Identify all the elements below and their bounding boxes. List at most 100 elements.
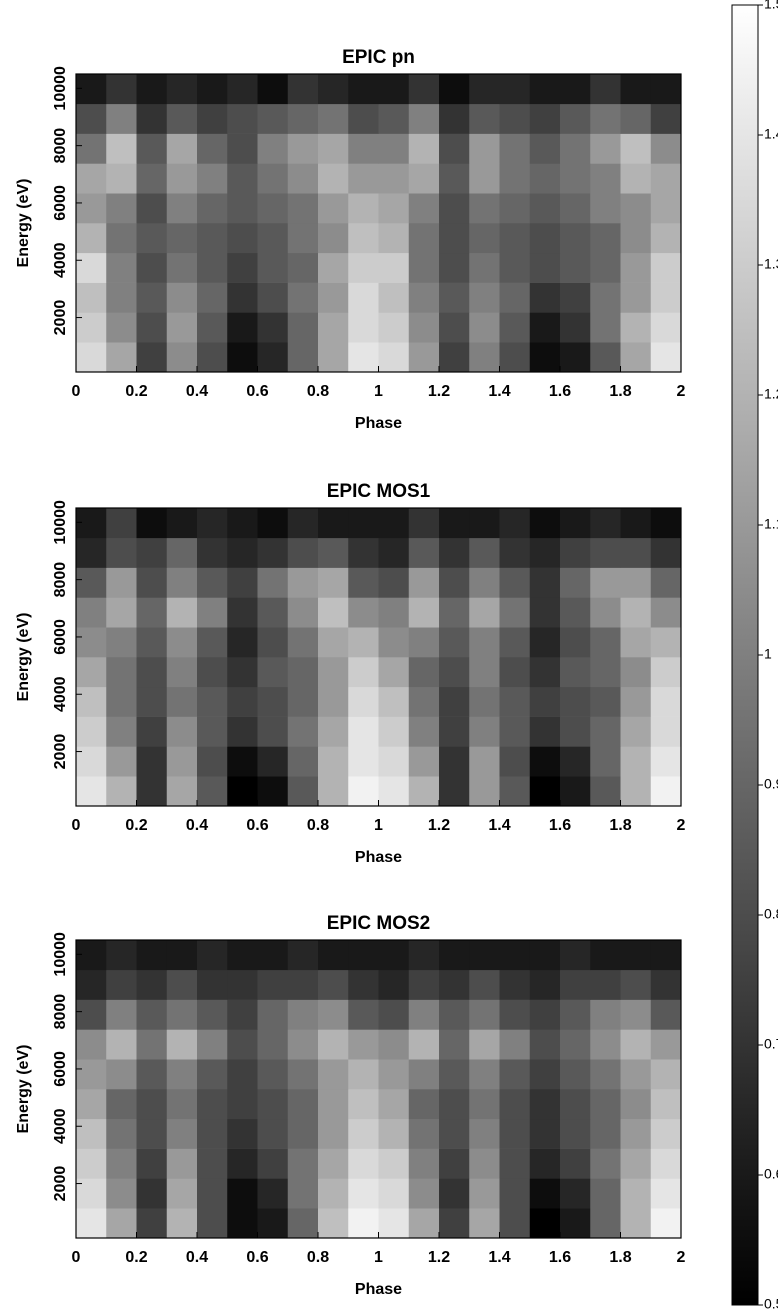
heatmap-cell: [408, 282, 440, 313]
x-tick-label: 1.6: [549, 383, 571, 400]
x-tick-label: 1.8: [609, 1249, 631, 1266]
heatmap-cell: [529, 223, 561, 254]
heatmap-cell: [529, 163, 561, 194]
heatmap-cell: [106, 657, 137, 688]
heatmap-cell: [529, 716, 561, 747]
x-tick-label: 1: [374, 383, 383, 400]
heatmap-cell: [227, 133, 258, 164]
y-tick-label: 6000: [52, 1051, 69, 1087]
heatmap-cell: [650, 746, 682, 777]
heatmap-cell: [408, 312, 440, 343]
y-tick-label: 6000: [52, 185, 69, 221]
heatmap-cell: [499, 567, 531, 598]
heatmap-cell: [560, 686, 591, 717]
heatmap-cell: [257, 193, 289, 224]
heatmap-cell: [499, 1178, 531, 1209]
heatmap-cell: [348, 252, 379, 283]
heatmap-cell: [287, 746, 319, 777]
heatmap-cell: [499, 627, 531, 658]
heatmap-cell: [590, 1029, 621, 1060]
heatmap-cell: [499, 999, 531, 1030]
heatmap-cell: [106, 252, 137, 283]
heatmap-cell: [620, 1148, 652, 1179]
y-tick-label: 4000: [52, 1108, 69, 1144]
heatmap-cell: [348, 1178, 379, 1209]
heatmap-cell: [136, 686, 168, 717]
heatmap-cell: [166, 746, 198, 777]
heatmap-cell: [287, 1089, 319, 1120]
heatmap-cell: [590, 940, 621, 971]
heatmap-cell: [136, 74, 168, 105]
heatmap-cell: [76, 1148, 107, 1179]
heatmap-cell: [166, 223, 198, 254]
x-tick-label: 0.2: [125, 817, 147, 834]
heatmap-cell: [408, 776, 440, 807]
heatmap-cell: [620, 1208, 652, 1239]
heatmap-cell: [590, 1148, 621, 1179]
heatmap-cell: [318, 537, 349, 568]
x-tick-label: 0: [72, 383, 81, 400]
heatmap-cell: [76, 1029, 107, 1060]
heatmap-cell: [378, 1089, 410, 1120]
heatmap-cell: [560, 163, 591, 194]
heatmap-cell: [227, 627, 258, 658]
heatmap-cell: [166, 1089, 198, 1120]
heatmap-cell: [318, 716, 349, 747]
heatmap-cell: [227, 508, 258, 539]
heatmap-cell: [469, 1208, 500, 1239]
heatmap-cell: [318, 567, 349, 598]
heatmap-cell: [348, 1148, 379, 1179]
heatmap-cell: [76, 537, 107, 568]
heatmap-cell: [408, 252, 440, 283]
heatmap-cell: [529, 193, 561, 224]
heatmap-cell: [227, 1118, 258, 1149]
heatmap-cell: [590, 716, 621, 747]
heatmap-cell: [76, 74, 107, 105]
heatmap-cell: [378, 746, 410, 777]
colorbar-tick-label: 0.6: [764, 1166, 778, 1182]
heatmap-cell: [620, 163, 652, 194]
heatmap-cell: [650, 1029, 682, 1060]
heatmap-cell: [136, 1148, 168, 1179]
heatmap-cell: [408, 686, 440, 717]
heatmap-cell: [76, 193, 107, 224]
heatmap-cell: [529, 597, 561, 628]
heatmap-cell: [590, 133, 621, 164]
heatmap-cell: [529, 74, 561, 105]
heatmap-cell: [439, 1208, 470, 1239]
heatmap-cell: [197, 567, 228, 598]
heatmap-cell: [590, 103, 621, 134]
heatmap-cell: [560, 1059, 591, 1090]
heatmap-cell: [590, 193, 621, 224]
heatmap-cell: [469, 537, 500, 568]
heatmap-cell: [318, 163, 349, 194]
heatmap-cell: [257, 776, 289, 807]
heatmap-cell: [318, 940, 349, 971]
heatmap-cell: [590, 312, 621, 343]
heatmap-cell: [529, 342, 561, 373]
heatmap-cell: [529, 1089, 561, 1120]
heatmap-cell: [76, 940, 107, 971]
heatmap-cell: [590, 627, 621, 658]
heatmap-cell: [469, 999, 500, 1030]
heatmap-cell: [136, 312, 168, 343]
heatmap-cell: [469, 940, 500, 971]
colorbar-tick-label: 1.3: [764, 256, 778, 272]
heatmap-cell: [166, 686, 198, 717]
heatmap-cell: [378, 776, 410, 807]
heatmap-cell: [318, 969, 349, 1000]
heatmap-cell: [287, 508, 319, 539]
x-tick-label: 1.4: [488, 383, 510, 400]
heatmap-cell: [348, 597, 379, 628]
heatmap-cell: [257, 686, 289, 717]
heatmap-cell: [378, 1059, 410, 1090]
heatmap-cell: [378, 969, 410, 1000]
heatmap-cell: [378, 282, 410, 313]
heatmap-cell: [469, 657, 500, 688]
heatmap-cell: [529, 282, 561, 313]
x-tick-label: 1.2: [428, 817, 450, 834]
heatmap-cell: [620, 999, 652, 1030]
heatmap-cell: [197, 74, 228, 105]
heatmap-cell: [106, 776, 137, 807]
heatmap-cell: [76, 999, 107, 1030]
